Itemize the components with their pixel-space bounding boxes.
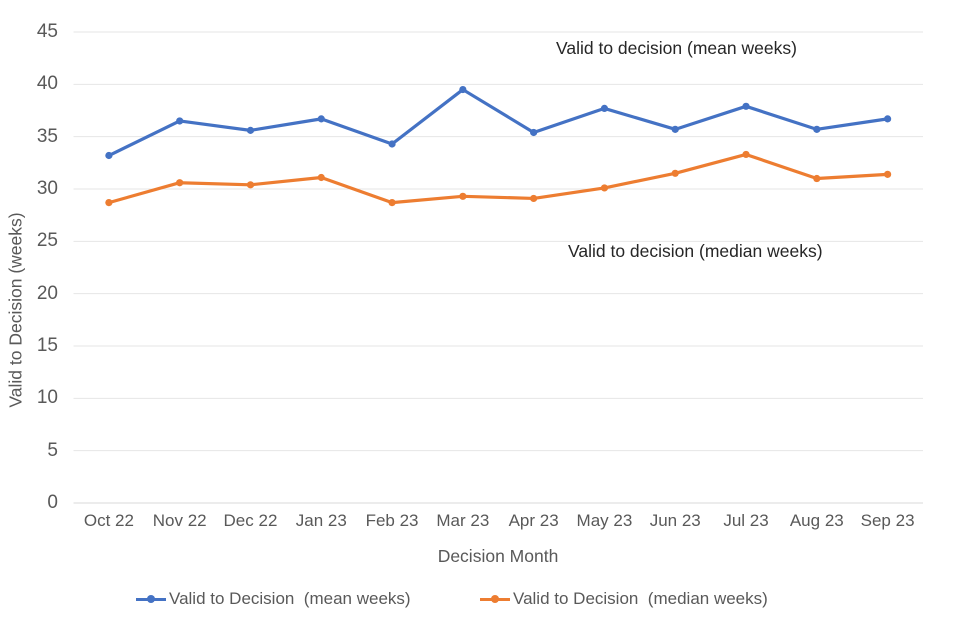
y-tick-label: 35 — [36, 125, 58, 147]
x-tick-label: Feb 23 — [365, 511, 419, 530]
x-tick-label: Sep 23 — [860, 511, 915, 530]
x-tick-label: Jan 23 — [295, 511, 347, 530]
y-tick-label: 30 — [36, 178, 58, 199]
data-point-median — [246, 181, 255, 189]
x-axis-title: Decision Month — [437, 546, 559, 566]
data-point-median — [742, 150, 750, 159]
data-point-mean — [742, 102, 750, 110]
legend-marker-mean-icon — [136, 595, 166, 603]
data-point-median — [388, 199, 396, 207]
data-point-median — [176, 179, 184, 187]
data-point-median — [884, 170, 892, 178]
data-point-mean — [317, 115, 325, 123]
legend-label-median: Valid to Decision (median weeks) — [513, 589, 768, 608]
y-tick-label: 40 — [36, 73, 58, 95]
data-point-mean — [459, 85, 467, 94]
legend-marker-median-icon — [480, 595, 510, 603]
legend: Valid to Decision (mean weeks) Valid to … — [0, 588, 960, 612]
x-tick-label: May 23 — [576, 511, 633, 530]
y-tick-label: 0 — [47, 492, 58, 513]
y-tick-label: 10 — [36, 387, 58, 409]
annotation-mean-series: Valid to decision (mean weeks) — [556, 38, 797, 58]
x-tick-label: Aug 23 — [789, 511, 844, 530]
data-point-median — [105, 199, 113, 207]
annotation-median-series: Valid to decision (median weeks) — [568, 241, 823, 261]
data-point-mean — [600, 104, 609, 113]
legend-item-mean: Valid to Decision (mean weeks) — [136, 588, 411, 610]
y-tick-label: 45 — [36, 21, 58, 42]
data-point-mean — [388, 140, 396, 148]
data-point-median — [813, 174, 821, 183]
y-tick-label: 5 — [47, 439, 58, 461]
x-tick-label: Dec 22 — [223, 511, 278, 530]
data-point-mean — [105, 151, 113, 160]
data-point-median — [600, 184, 609, 192]
x-tick-label: Jul 23 — [723, 511, 769, 530]
data-point-mean — [530, 128, 538, 137]
data-point-median — [317, 173, 325, 182]
y-tick-label: 25 — [36, 230, 58, 252]
data-point-mean — [813, 125, 821, 133]
data-point-median — [671, 169, 679, 177]
data-point-mean — [884, 115, 892, 123]
data-point-mean — [671, 125, 679, 133]
x-tick-label: Nov 22 — [152, 511, 207, 530]
data-point-mean — [246, 126, 255, 134]
data-point-median — [530, 194, 538, 203]
x-tick-label: Oct 22 — [83, 511, 134, 530]
legend-item-median: Valid to Decision (median weeks) — [480, 588, 768, 610]
y-axis-title: Valid to Decision (weeks) — [5, 212, 26, 408]
data-point-median — [459, 192, 467, 200]
data-point-mean — [176, 117, 184, 125]
y-tick-label: 15 — [36, 335, 58, 356]
y-tick-label: 20 — [36, 282, 58, 304]
x-tick-label: Mar 23 — [436, 511, 490, 530]
x-tick-label: Apr 23 — [508, 511, 559, 530]
series-line-median — [107, 152, 890, 205]
legend-label-mean: Valid to Decision (mean weeks) — [169, 589, 411, 608]
x-tick-label: Jun 23 — [649, 511, 701, 530]
series-line-mean — [107, 87, 890, 158]
